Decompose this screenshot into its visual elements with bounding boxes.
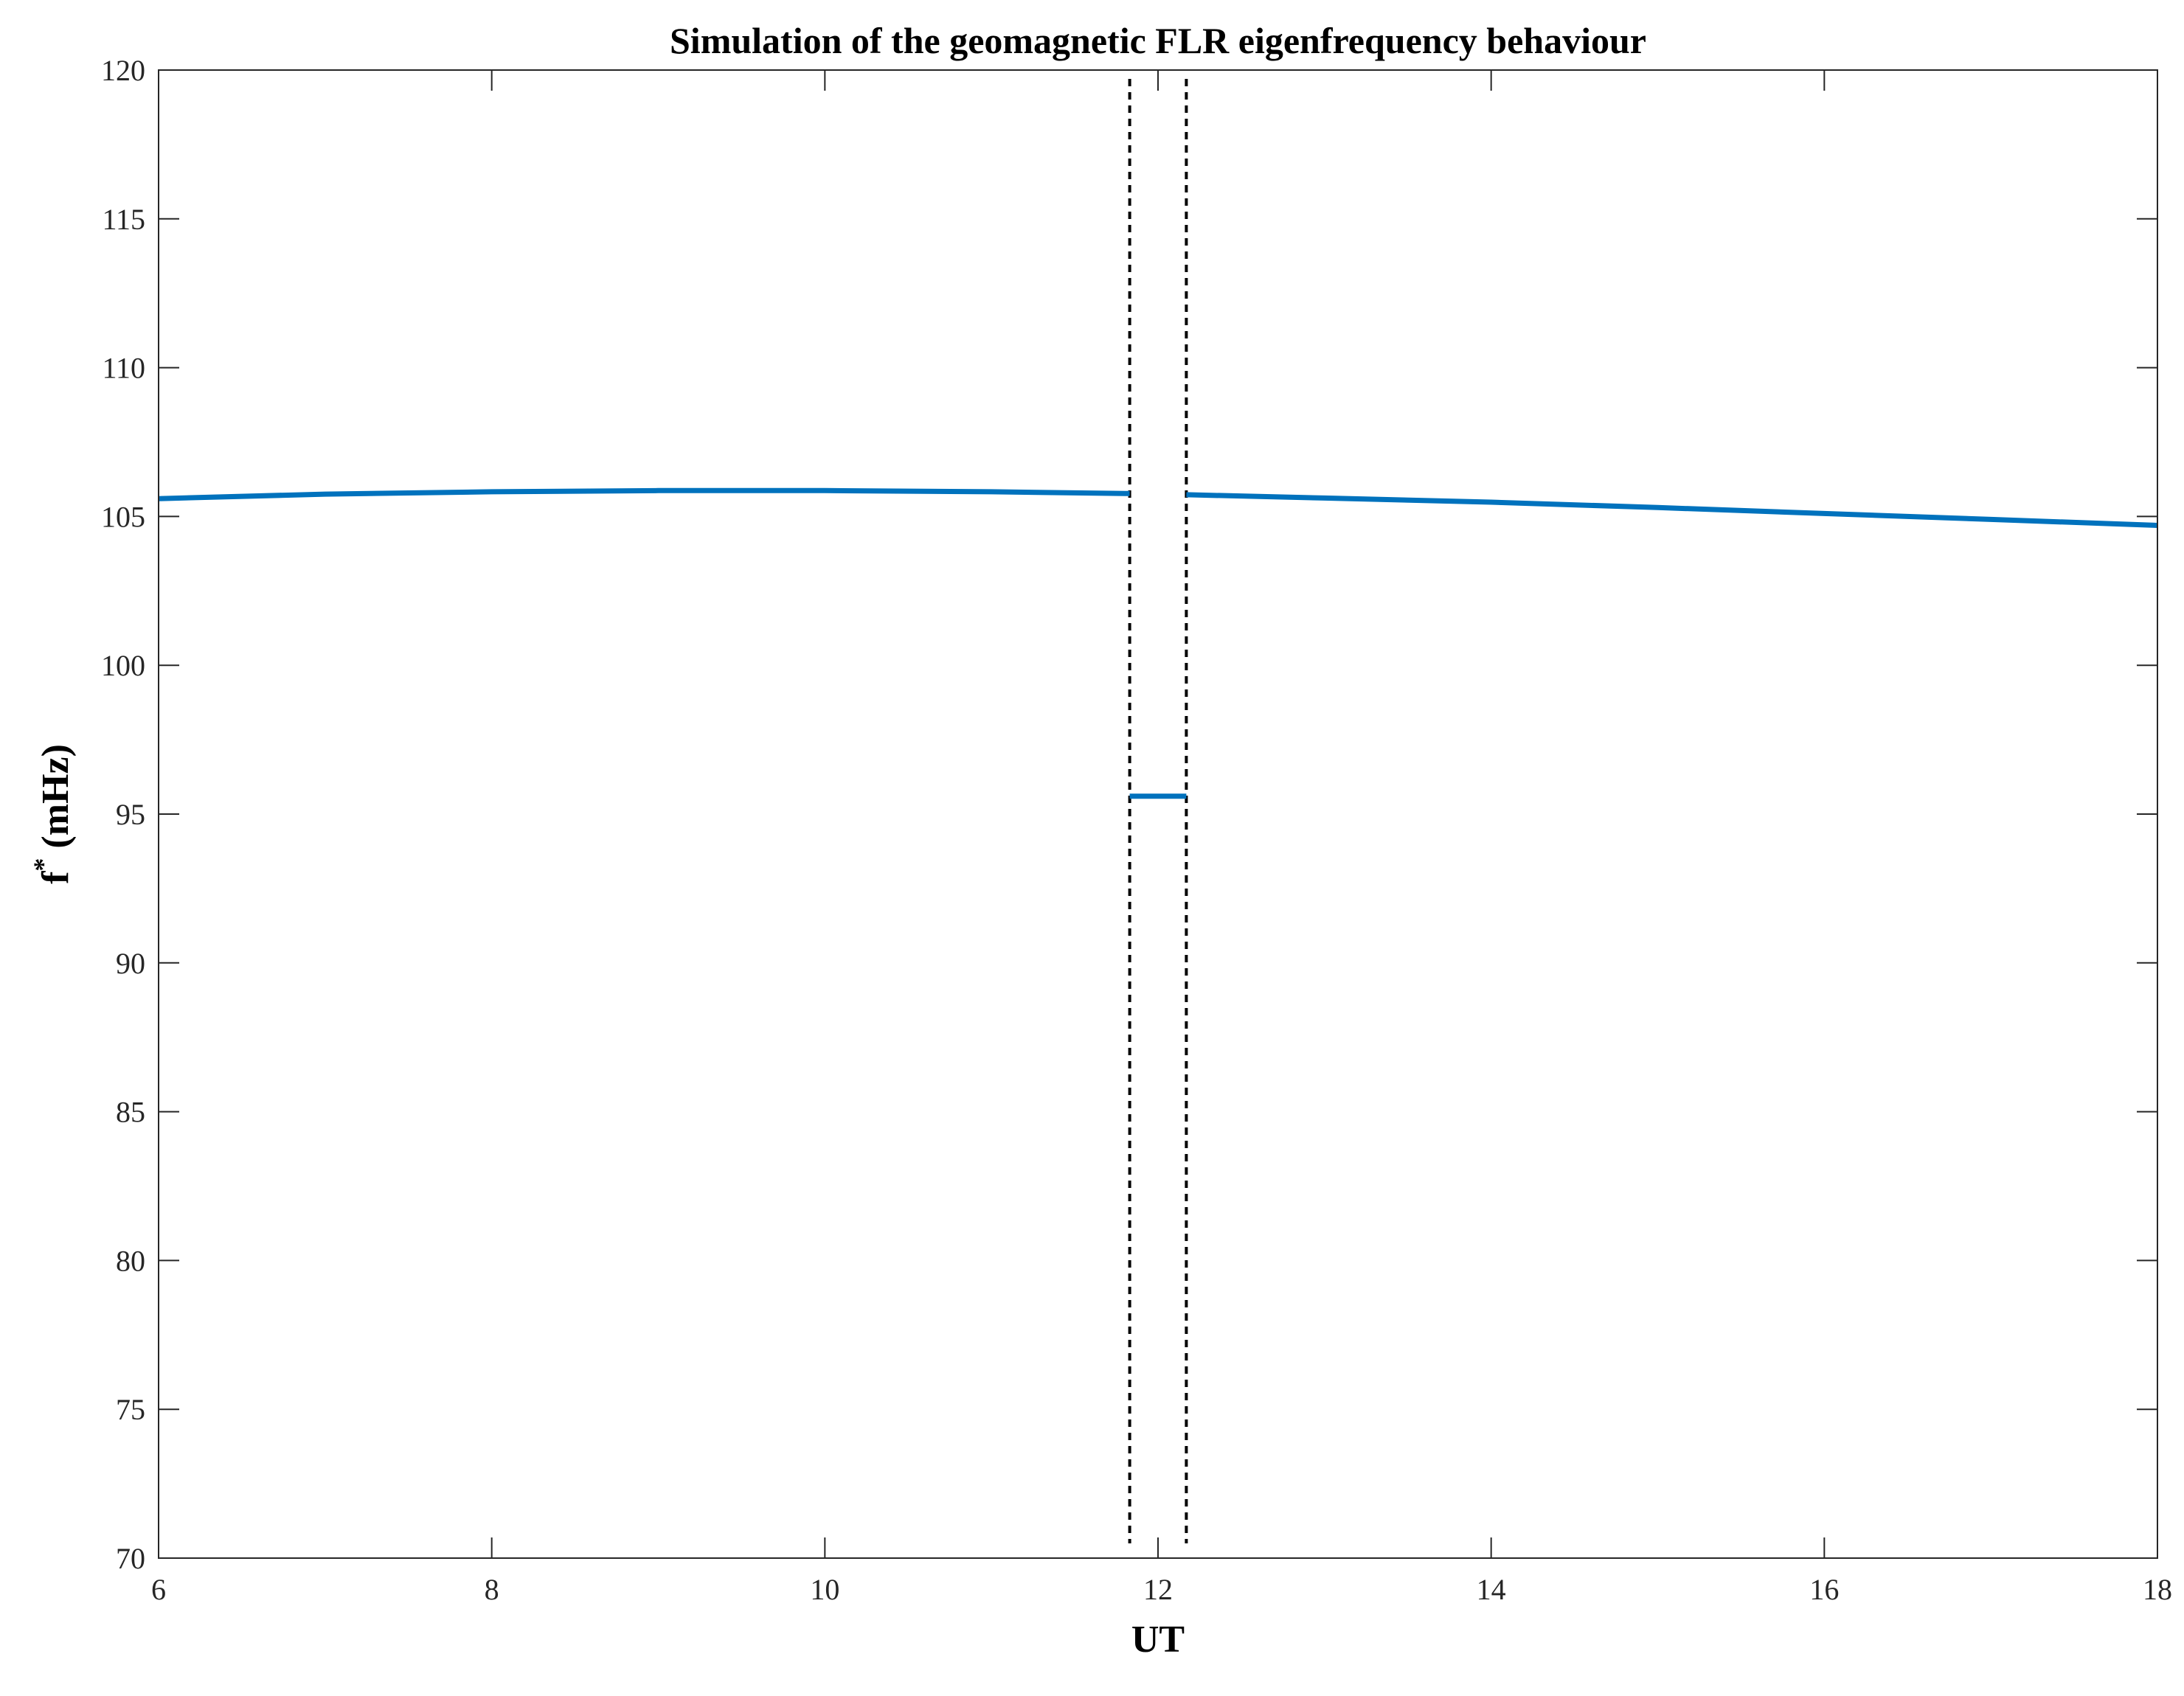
series-segment-0-0	[158, 487, 1130, 501]
x-tick-label: 10	[810, 1573, 839, 1606]
y-tick-label: 80	[116, 1244, 145, 1277]
x-axis: 6 8 10 12 14 16 18	[151, 70, 2172, 1606]
y-tick-label: 90	[116, 947, 145, 980]
y-tick-label: 85	[116, 1096, 145, 1129]
x-tick-label: 14	[1477, 1573, 1506, 1606]
x-tick-label: 8	[485, 1573, 499, 1606]
plot-area	[159, 70, 2157, 1558]
x-tick-label: 6	[151, 1573, 166, 1606]
x-tick-label: 12	[1143, 1573, 1173, 1606]
y-tick-label: 105	[101, 500, 145, 533]
y-axis-label-sup: *	[28, 858, 58, 872]
y-tick-label: 95	[116, 798, 145, 831]
v-markers	[1128, 79, 1188, 1543]
y-tick-label: 100	[101, 649, 145, 682]
y-tick-label: 120	[101, 54, 145, 87]
series-lines	[158, 487, 2158, 799]
y-tick-label: 115	[102, 203, 145, 236]
y-tick-label: 70	[116, 1542, 145, 1575]
y-tick-label: 75	[116, 1393, 145, 1426]
y-tick-label: 110	[102, 352, 145, 385]
y-axis-label: f* (mHz)	[28, 744, 77, 884]
x-tick-label: 18	[2143, 1573, 2172, 1606]
y-axis: 70 75 80 85 90 95 100 105 110 115 120	[101, 54, 2157, 1575]
series-segment-0-2	[1186, 492, 2158, 528]
x-tick-label: 16	[1809, 1573, 1839, 1606]
x-axis-label: UT	[1131, 1619, 1185, 1661]
y-axis-label-unit: (mHz)	[35, 744, 77, 858]
y-axis-label-main: f	[35, 871, 77, 884]
chart-title: Simulation of the geomagnetic FLR eigenf…	[670, 20, 1646, 61]
